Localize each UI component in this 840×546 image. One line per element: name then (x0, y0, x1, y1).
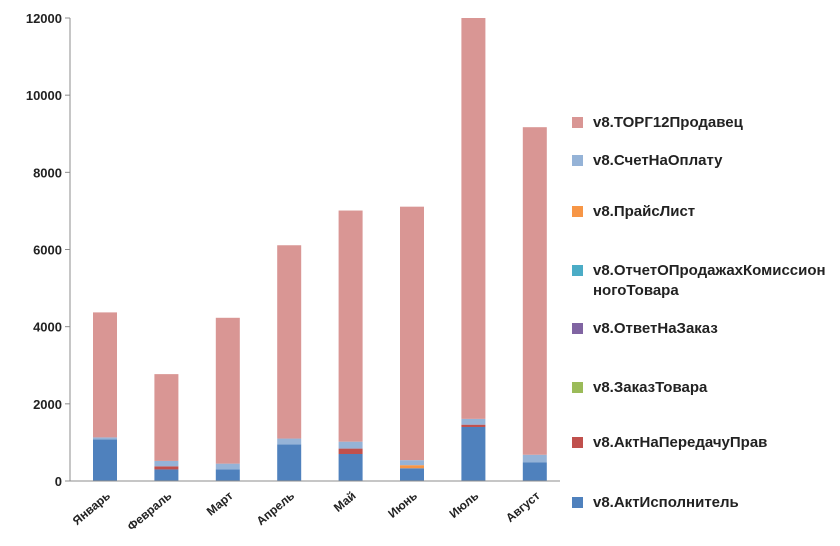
bar-segment-3-6 (277, 438, 302, 445)
legend-label: v8.АктИсполнитель (593, 494, 739, 511)
bars (93, 18, 547, 481)
bar-segment-5-6 (400, 460, 424, 466)
bar-segment-0-0 (93, 439, 117, 481)
x-tick-label: Февраль (125, 489, 175, 534)
legend-item: v8.ОтчетОПродажахКомиссионногоТовара (572, 261, 833, 301)
legend: v8.ТОРГ12Продавец v8.СчетНаОплату v8.Прайс… (572, 0, 840, 546)
legend-label: v8.ЗаказТовара (593, 379, 708, 396)
x-tick-label: Январь (70, 489, 113, 528)
bar-segment-3-7 (277, 245, 302, 439)
legend-swatch (572, 206, 583, 217)
bar-segment-1-0 (154, 469, 179, 481)
bar-segment-4-1 (338, 448, 363, 454)
bar-segment-6-7 (461, 18, 486, 419)
chart-svg: 0 2000 4000 6000 8000 10000 12000 Январь Феврал… (26, 11, 560, 534)
legend-item: v8.ТОРГ12Продавец (572, 113, 833, 133)
legend-label: v8.АктНаПередачуПрав (593, 434, 768, 451)
bar-segment-5-7 (400, 206, 424, 461)
bar-segment-7-7 (522, 127, 547, 455)
x-tick-label: Апрель (254, 489, 297, 529)
y-tick-label: 8000 (33, 165, 62, 180)
legend-label: v8.ТОРГ12Продавец (593, 114, 743, 131)
legend-label: v8.СчетНаОплату (593, 152, 723, 169)
legend-label: v8.ОтчетОПродажахКомиссионногоТовара (593, 262, 826, 299)
bar-segment-0-7 (93, 312, 117, 438)
bar-segment-4-6 (338, 441, 363, 449)
bar-segment-5-5 (400, 465, 424, 469)
y-tick-label: 12000 (26, 11, 62, 26)
bar-segment-6-6 (461, 418, 486, 425)
bar-segment-4-0 (338, 453, 363, 481)
x-tick-label: Март (204, 489, 236, 519)
legend-item: v8.ЗаказТовара (572, 378, 833, 398)
y-tick-label: 0 (55, 474, 62, 489)
bar-segment-0-6 (93, 437, 117, 440)
legend-label: v8.ОтветНаЗаказ (593, 320, 718, 337)
legend-item: v8.ОтветНаЗаказ (572, 319, 833, 339)
legend-item: v8.АктИсполнитель (572, 493, 833, 513)
y-tick-label: 10000 (26, 88, 62, 103)
bar-segment-4-7 (338, 210, 363, 442)
x-tick-label: Май (331, 489, 359, 515)
bar-segment-7-0 (522, 462, 547, 481)
legend-swatch (572, 265, 583, 276)
legend-item: v8.ПрайсЛист (572, 202, 833, 222)
y-tick-label: 4000 (33, 320, 62, 335)
bar-segment-1-6 (154, 460, 179, 467)
bar-segment-2-0 (215, 469, 240, 481)
bar-segment-5-0 (400, 468, 424, 481)
bar-segment-1-7 (154, 374, 179, 461)
legend-swatch (572, 382, 583, 393)
legend-swatch (572, 497, 583, 508)
bar-segment-3-0 (277, 444, 302, 481)
legend-item: v8.АктНаПередачуПрав (572, 433, 833, 453)
legend-swatch (572, 155, 583, 166)
x-tick-label: Август (503, 488, 543, 524)
legend-label: v8.ПрайсЛист (593, 203, 696, 220)
bar-segment-6-1 (461, 424, 486, 427)
legend-swatch (572, 437, 583, 448)
x-tick-label: Июль (447, 489, 482, 521)
legend-swatch (572, 323, 583, 334)
bar-segment-6-0 (461, 426, 486, 481)
y-tick-label: 2000 (33, 397, 62, 412)
bar-segment-2-7 (215, 317, 240, 464)
y-tick-label: 6000 (33, 243, 62, 258)
bar-segment-7-6 (522, 454, 547, 463)
y-axis: 0 2000 4000 6000 8000 10000 12000 (26, 11, 71, 489)
x-axis: Январь Февраль Март Апрель Май Июнь Июль Август (70, 480, 560, 534)
bar-segment-1-1 (154, 466, 179, 470)
bar-segment-2-6 (215, 463, 240, 470)
legend-swatch (572, 117, 583, 128)
x-tick-label: Июнь (385, 489, 420, 521)
legend-item: v8.СчетНаОплату (572, 151, 833, 171)
